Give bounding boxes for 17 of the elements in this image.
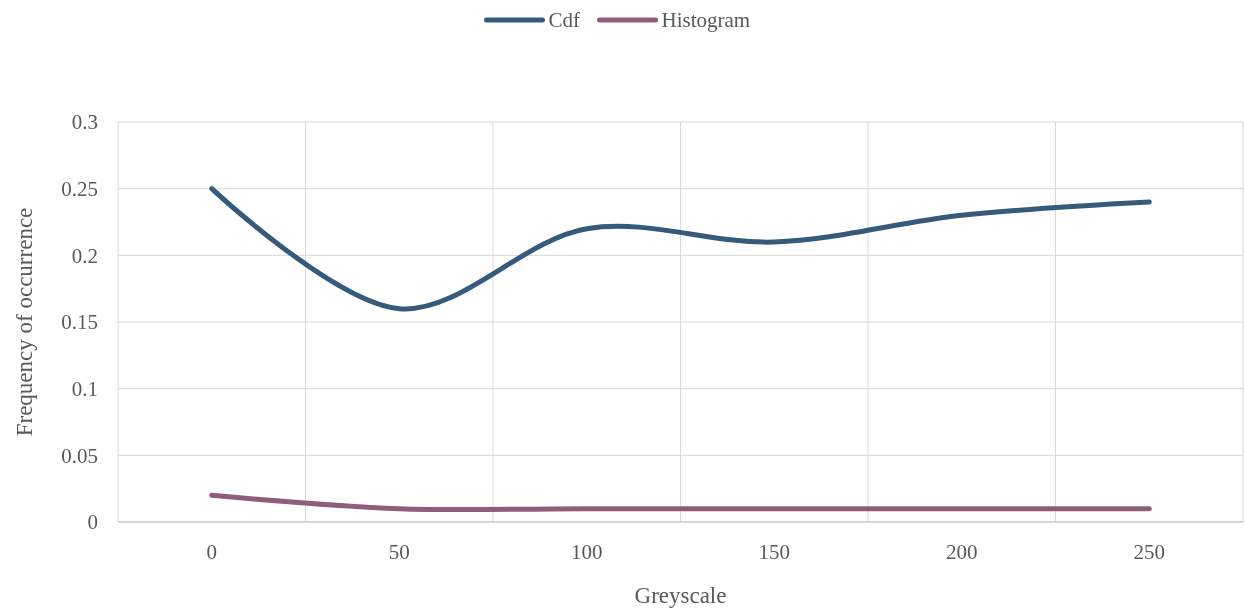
y-tick-label: 0.25: [61, 177, 98, 202]
x-tick-label: 100: [571, 540, 603, 565]
x-axis-title: Greyscale: [634, 583, 727, 608]
legend-label: Cdf: [548, 8, 581, 33]
y-axis-title: Frequency of occurrence: [12, 207, 37, 437]
y-tick-label: 0.2: [71, 243, 98, 268]
x-tick-label: 50: [388, 540, 410, 565]
y-tick-label: 0.1: [71, 377, 98, 402]
y-tick-label: 0: [87, 510, 98, 535]
x-tick-label: 250: [1133, 540, 1165, 565]
x-tick-label: 200: [946, 540, 978, 565]
x-tick-label: 150: [758, 540, 790, 565]
x-tick-label: 0: [206, 540, 217, 565]
y-tick-label: 0.05: [61, 443, 98, 468]
legend-label: Histogram: [661, 8, 751, 33]
y-tick-label: 0.15: [61, 310, 98, 335]
y-tick-label: 0.3: [71, 110, 98, 135]
